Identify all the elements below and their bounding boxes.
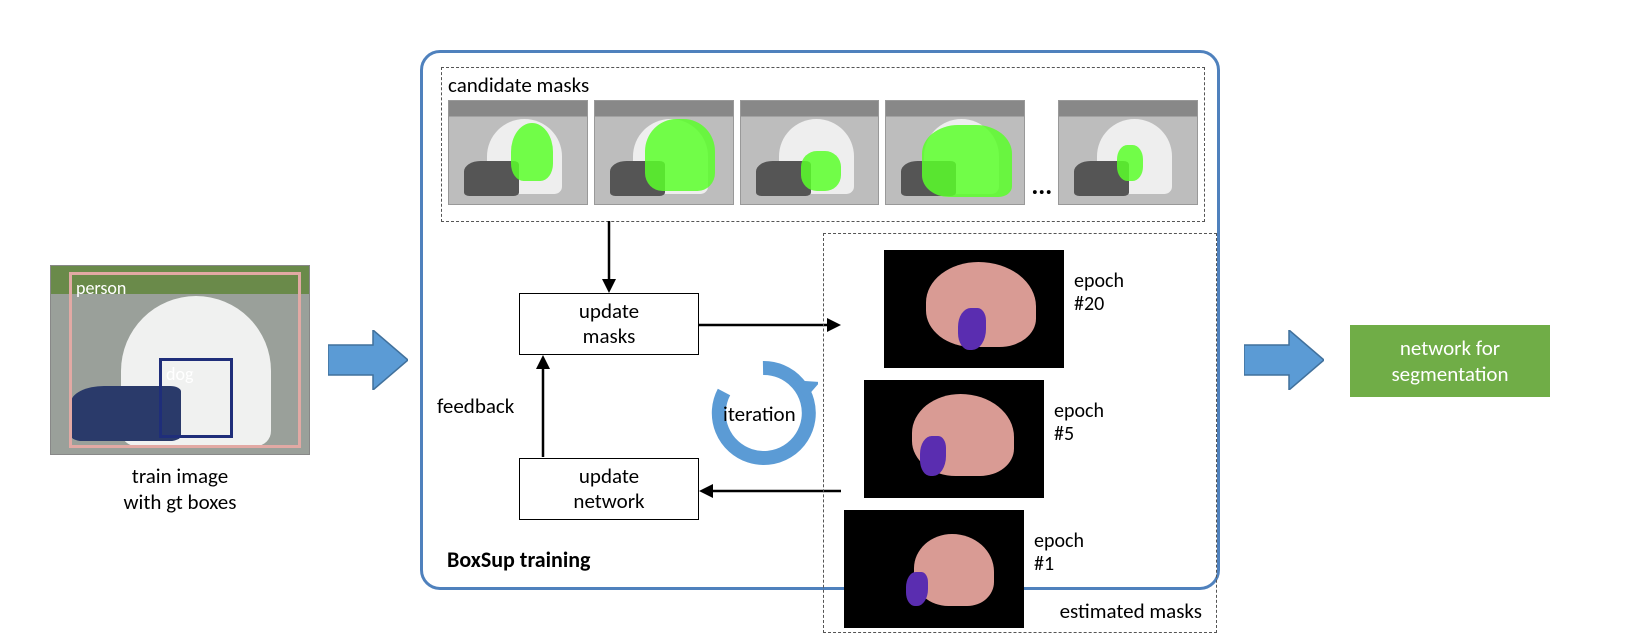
mask-region <box>645 119 715 191</box>
candidate-masks-title: candidate masks <box>448 72 1198 98</box>
candidate-ellipsis: ... <box>1031 169 1052 205</box>
mask-region <box>801 151 841 191</box>
estimated-mask-1 <box>884 250 1064 368</box>
arrow-estimated-to-network <box>699 481 843 501</box>
candidate-mask-2 <box>594 100 734 205</box>
epoch-label-3: epoch #1 <box>1034 530 1084 576</box>
bbox-label-person: person <box>76 277 126 299</box>
estimated-masks-panel: epoch #20 epoch #5 epoch #1 estimated mask… <box>823 233 1217 633</box>
update-masks-label: update masks <box>579 299 639 349</box>
feedback-label: feedback <box>437 393 514 419</box>
estimated-mask-2 <box>864 380 1044 498</box>
bbox-label-dog: dog <box>166 363 193 385</box>
estimated-masks-title: estimated masks <box>1060 598 1202 624</box>
output-network-box: network for segmentation <box>1350 325 1550 397</box>
iteration-label: iteration <box>723 401 796 427</box>
epoch-label-1: epoch #20 <box>1074 270 1124 316</box>
dog-blob <box>958 308 986 350</box>
arrow-feedback <box>533 355 553 459</box>
mask-region <box>1117 145 1143 181</box>
update-network-box: update network <box>519 458 699 520</box>
estimated-mask-3 <box>844 510 1024 628</box>
arrow-candidate-to-masks <box>599 221 619 295</box>
diagram-canvas: person dog train image with gt boxes cand… <box>0 0 1632 640</box>
dog-blob <box>906 572 928 606</box>
bbox-dog: dog <box>159 358 233 438</box>
boxsup-training-panel: candidate masks ... update masks update … <box>420 50 1220 590</box>
caption-line2: with gt boxes <box>124 489 237 515</box>
train-image: person dog <box>50 265 310 455</box>
dog-blob <box>920 436 946 476</box>
candidate-mask-5 <box>1058 100 1198 205</box>
caption-line1: train image <box>132 463 228 489</box>
output-label: network for segmentation <box>1391 335 1508 388</box>
mask-region <box>511 123 553 181</box>
update-masks-box: update masks <box>519 293 699 355</box>
mask-region <box>922 125 1012 197</box>
arrow-training-to-output <box>1244 330 1324 395</box>
candidate-masks-panel: candidate masks ... <box>441 67 1205 222</box>
epoch-label-2: epoch #5 <box>1054 400 1104 446</box>
input-panel: person dog train image with gt boxes <box>50 265 310 516</box>
candidate-mask-1 <box>448 100 588 205</box>
candidate-mask-4 <box>885 100 1025 205</box>
candidate-masks-row: ... <box>448 100 1198 205</box>
input-caption: train image with gt boxes <box>50 463 310 516</box>
arrow-masks-to-estimated <box>699 315 843 335</box>
boxsup-title: BoxSup training <box>447 546 590 573</box>
candidate-mask-3 <box>740 100 880 205</box>
update-network-label: update network <box>573 464 644 514</box>
arrow-input-to-training <box>328 330 408 395</box>
